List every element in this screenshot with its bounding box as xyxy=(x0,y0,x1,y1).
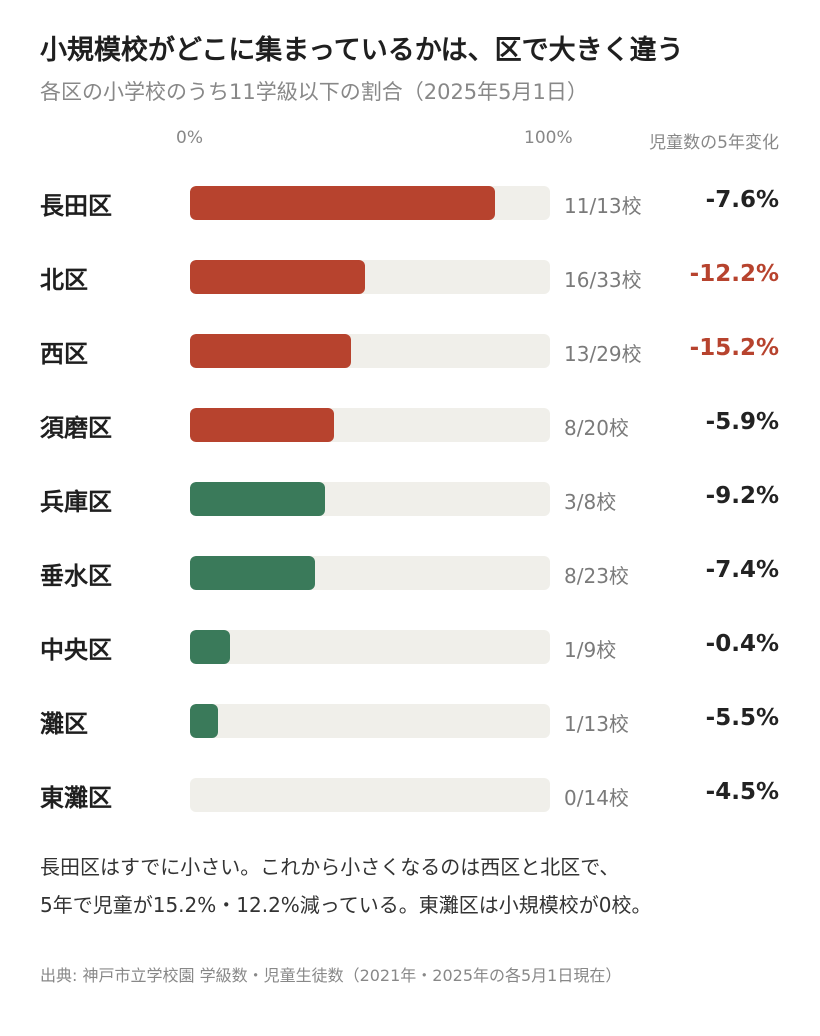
bar xyxy=(190,260,365,294)
enrollment-change-value: -7.4% xyxy=(705,557,779,583)
change-column-header: 児童数の5年変化 xyxy=(649,133,779,153)
bar xyxy=(190,630,230,664)
bar xyxy=(190,482,325,516)
enrollment-change-value: -4.5% xyxy=(705,779,779,805)
bar-track xyxy=(190,556,550,590)
bar-row: 兵庫区 3/8校 -9.2% xyxy=(0,480,820,518)
school-count-label: 1/9校 xyxy=(564,638,617,662)
chart-subtitle: 各区の小学校のうち11学級以下の割合（2025年5月1日） xyxy=(40,80,588,104)
bar xyxy=(190,704,218,738)
bar xyxy=(190,186,495,220)
bar-row: 長田区 11/13校 -7.6% xyxy=(0,184,820,222)
bar-row: 東灘区 0/14校 -4.5% xyxy=(0,776,820,814)
chart-note: 長田区はすでに小さい。これから小さくなるのは西区と北区で、 5年で児童が15.2… xyxy=(40,848,815,924)
enrollment-change-value: -7.6% xyxy=(705,187,779,213)
ward-label: 中央区 xyxy=(40,636,112,664)
ward-label: 北区 xyxy=(40,266,88,294)
bar-row: 北区 16/33校 -12.2% xyxy=(0,258,820,296)
bar-track xyxy=(190,482,550,516)
enrollment-change-value: -15.2% xyxy=(689,335,779,361)
enrollment-change-value: -0.4% xyxy=(705,631,779,657)
bar xyxy=(190,334,351,368)
ward-label: 西区 xyxy=(40,340,88,368)
note-line-1: 長田区はすでに小さい。これから小さくなるのは西区と北区で、 xyxy=(40,855,620,879)
bar-track xyxy=(190,408,550,442)
note-line-2: 5年で児童が15.2%・12.2%減っている。東灘区は小規模校が0校。 xyxy=(40,893,652,917)
school-count-label: 0/14校 xyxy=(564,786,629,810)
enrollment-change-value: -5.9% xyxy=(705,409,779,435)
source-credit: 出典: 神戸市立学校園 学級数・児童生徒数（2021年・2025年の各5月1日現… xyxy=(40,966,622,985)
bar-row: 灘区 1/13校 -5.5% xyxy=(0,702,820,740)
ward-label: 須磨区 xyxy=(40,414,112,442)
ward-label: 灘区 xyxy=(40,710,88,738)
bar xyxy=(190,556,315,590)
ward-label: 垂水区 xyxy=(40,562,112,590)
bar-track xyxy=(190,186,550,220)
bar-track xyxy=(190,704,550,738)
ward-label: 東灘区 xyxy=(40,784,112,812)
axis-label-max: 100% xyxy=(524,128,573,148)
bar-track xyxy=(190,630,550,664)
enrollment-change-value: -12.2% xyxy=(689,261,779,287)
school-count-label: 1/13校 xyxy=(564,712,629,736)
school-count-label: 13/29校 xyxy=(564,342,642,366)
ward-label: 兵庫区 xyxy=(40,488,112,516)
school-count-label: 11/13校 xyxy=(564,194,642,218)
bar-track xyxy=(190,334,550,368)
axis-label-min: 0% xyxy=(176,128,203,148)
enrollment-change-value: -5.5% xyxy=(705,705,779,731)
bar xyxy=(190,408,334,442)
chart-title: 小規模校がどこに集まっているかは、区で大きく違う xyxy=(40,35,684,66)
bar-track xyxy=(190,260,550,294)
school-count-label: 8/23校 xyxy=(564,564,629,588)
bar-row: 中央区 1/9校 -0.4% xyxy=(0,628,820,666)
school-count-label: 16/33校 xyxy=(564,268,642,292)
bar-row: 垂水区 8/23校 -7.4% xyxy=(0,554,820,592)
enrollment-change-value: -9.2% xyxy=(705,483,779,509)
bar-row: 須磨区 8/20校 -5.9% xyxy=(0,406,820,444)
school-count-label: 8/20校 xyxy=(564,416,629,440)
school-count-label: 3/8校 xyxy=(564,490,617,514)
bar-row: 西区 13/29校 -15.2% xyxy=(0,332,820,370)
ward-label: 長田区 xyxy=(40,192,112,220)
bar-track xyxy=(190,778,550,812)
